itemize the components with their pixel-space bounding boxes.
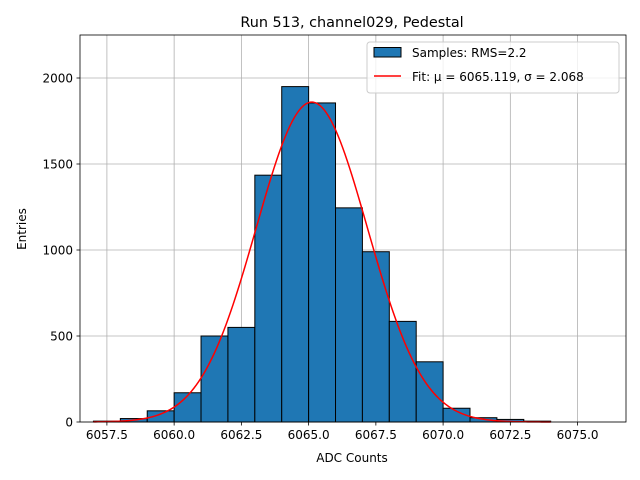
x-tick-label: 6060.0 xyxy=(153,428,195,442)
histogram-bar xyxy=(281,86,310,423)
x-tick-label: 6070.0 xyxy=(422,428,464,442)
legend-label-fit: Fit: μ = 6065.119, σ = 2.068 xyxy=(412,70,584,84)
axes-layer xyxy=(79,34,627,423)
plot-frame xyxy=(79,34,627,423)
y-tick-label: 2000 xyxy=(42,71,73,85)
legend-frame xyxy=(366,41,620,94)
histogram-bar xyxy=(308,102,337,423)
histogram-bar xyxy=(173,392,202,423)
y-axis-label: Entries xyxy=(15,208,29,250)
histogram-bar xyxy=(415,361,444,423)
gaussian-fit-line xyxy=(93,101,551,423)
y-tick-label: 0 xyxy=(65,415,73,429)
x-tick-label: 6062.5 xyxy=(220,428,262,442)
histogram-bar xyxy=(335,207,363,423)
y-tick-label: 1500 xyxy=(42,157,73,171)
y-tick-label: 1000 xyxy=(42,243,73,257)
x-tick-label: 6075.0 xyxy=(557,428,599,442)
histogram-bar xyxy=(227,326,256,423)
histogram-bars xyxy=(92,86,552,423)
legend-swatch-samples xyxy=(373,47,402,58)
fit-curve-layer xyxy=(93,101,551,423)
legend: Samples: RMS=2.2 Fit: μ = 6065.119, σ = … xyxy=(366,41,620,94)
x-tick-label: 6067.5 xyxy=(355,428,397,442)
histogram-bar xyxy=(254,174,283,423)
legend-label-samples: Samples: RMS=2.2 xyxy=(412,46,527,60)
x-tick-label: 6065.0 xyxy=(288,428,330,442)
x-tick-label: 6072.5 xyxy=(489,428,531,442)
histogram-bar xyxy=(361,251,390,423)
x-tick-label: 6057.5 xyxy=(86,428,128,442)
chart-title: Run 513, channel029, Pedestal xyxy=(240,15,463,31)
ticks-layer: 6057.5 6060.0 6062.5 6065.0 6067.5 6070.0 6072… xyxy=(42,71,598,442)
histogram-bar xyxy=(200,335,229,423)
x-axis-label: ADC Counts xyxy=(316,451,388,465)
y-tick-label: 500 xyxy=(50,329,73,343)
